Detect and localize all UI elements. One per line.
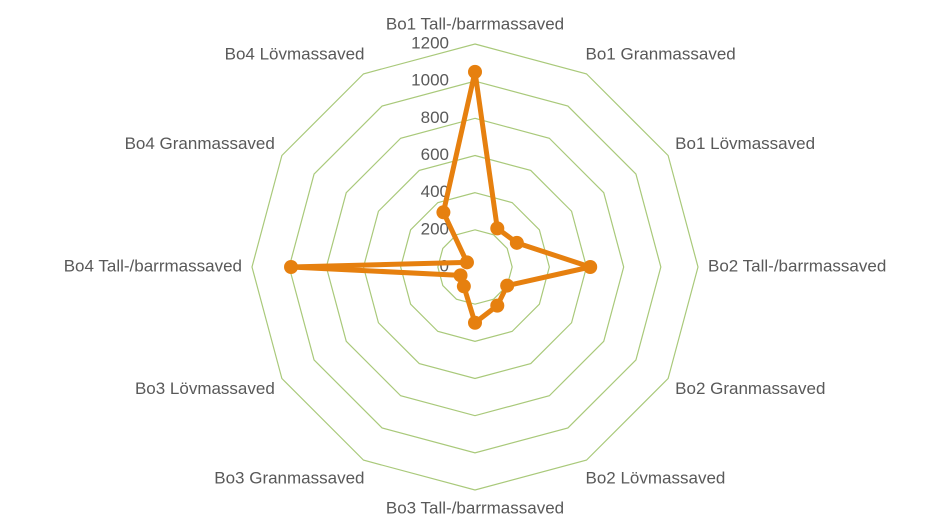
grid-ring (437, 229, 513, 305)
data-point (490, 221, 505, 236)
category-label: Bo3 Tall-/barrmassaved (386, 498, 564, 517)
data-point (468, 64, 482, 79)
category-label: Bo1 Tall-/barrmassaved (386, 14, 564, 33)
axis-tick-label: 1000 (411, 71, 449, 90)
data-point (490, 298, 505, 313)
data-point (468, 315, 482, 330)
axis-tick-label: 0 (440, 256, 449, 275)
data-point (453, 268, 468, 283)
axis-tick-label: 1200 (411, 33, 449, 52)
data-point (456, 279, 471, 294)
grid-ring (400, 192, 550, 342)
category-label: Bo4 Lövmassaved (225, 44, 365, 63)
data-point (436, 205, 451, 220)
category-label: Bo4 Granmassaved (125, 134, 275, 153)
category-label: Bo3 Lövmassaved (135, 379, 275, 398)
category-label: Bo1 Granmassaved (586, 44, 736, 63)
data-point (583, 260, 598, 274)
axis-tick-label: 600 (421, 145, 449, 164)
axis-tick-label: 200 (421, 219, 449, 238)
category-label: Bo2 Tall-/barrmassaved (708, 256, 886, 275)
category-label: Bo4 Tall-/barrmassaved (64, 256, 242, 275)
category-label: Bo2 Granmassaved (675, 379, 825, 398)
data-point (459, 255, 474, 270)
axis-tick-label: 400 (421, 182, 449, 201)
data-point (284, 260, 299, 274)
category-label: Bo3 Granmassaved (214, 469, 364, 488)
axis-tick-label: 800 (421, 108, 449, 127)
grid-ring (362, 154, 588, 380)
grid-ring (325, 117, 625, 417)
category-label: Bo1 Lövmassaved (675, 134, 815, 153)
data-point (509, 235, 524, 250)
grid-ring (288, 80, 662, 454)
category-label: Bo2 Lövmassaved (586, 469, 726, 488)
data-point (500, 278, 515, 293)
grid-ring (251, 43, 699, 491)
